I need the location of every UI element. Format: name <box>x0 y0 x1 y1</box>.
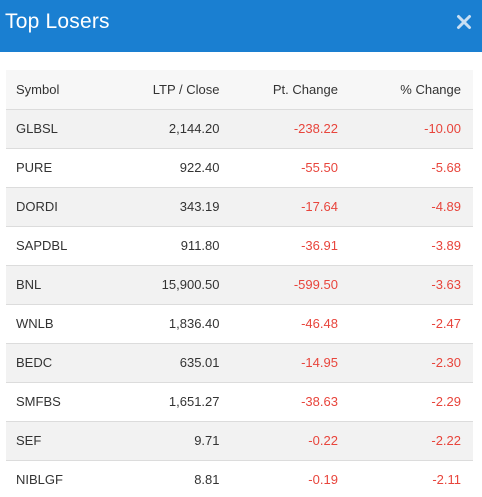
table-header-row: Symbol LTP / Close Pt. Change % Change <box>6 70 473 110</box>
cell-pt-change: -36.91 <box>301 238 338 253</box>
table-row[interactable]: BEDC 635.01 -14.95 -2.30 <box>6 343 473 382</box>
cell-ltp: 1,836.40 <box>168 316 220 331</box>
table-row[interactable]: SEF 9.71 -0.22 -2.22 <box>6 421 473 460</box>
modal-header: Top Losers <box>0 0 482 52</box>
cell-pt-change: -599.50 <box>293 277 338 292</box>
cell-pt-change: -0.19 <box>308 472 338 487</box>
cell-symbol[interactable]: DORDI <box>16 199 58 214</box>
cell-symbol[interactable]: SAPDBL <box>16 238 68 253</box>
header-ltp-close[interactable]: LTP / Close <box>107 70 220 110</box>
cell-pt-change: -55.50 <box>301 160 338 175</box>
cell-symbol[interactable]: BNL <box>16 277 42 292</box>
cell-pt-change: -0.22 <box>308 433 338 448</box>
cell-ltp: 911.80 <box>180 238 220 253</box>
table-row[interactable]: PURE 922.40 -55.50 -5.68 <box>6 148 473 187</box>
cell-ltp: 2,144.20 <box>168 121 220 136</box>
cell-pt-change: -17.64 <box>301 199 338 214</box>
table-row[interactable]: BNL 15,900.50 -599.50 -3.63 <box>6 265 473 304</box>
cell-pt-change: -46.48 <box>301 316 338 331</box>
modal-title: Top Losers <box>5 10 110 33</box>
cell-pct-change: -10.00 <box>424 121 461 136</box>
cell-ltp: 635.01 <box>179 355 220 370</box>
cell-pct-change: -2.29 <box>431 394 461 409</box>
cell-symbol[interactable]: SEF <box>16 433 42 448</box>
cell-ltp: 15,900.50 <box>161 277 220 292</box>
cell-pct-change: -3.63 <box>431 277 461 292</box>
cell-symbol[interactable]: NIBLGF <box>16 472 63 487</box>
table-row[interactable]: SMFBS 1,651.27 -38.63 -2.29 <box>6 382 473 421</box>
cell-ltp: 922.40 <box>179 160 220 175</box>
table-row[interactable]: DORDI 343.19 -17.64 -4.89 <box>6 187 473 226</box>
cell-pct-change: -4.89 <box>431 199 461 214</box>
header-pct-change[interactable]: % Change <box>337 70 473 110</box>
cell-ltp: 1,651.27 <box>168 394 220 409</box>
cell-ltp: 9.71 <box>194 433 220 448</box>
losers-table: Symbol LTP / Close Pt. Change % Change G… <box>6 70 473 497</box>
cell-pt-change: -238.22 <box>293 121 338 136</box>
table-row[interactable]: SAPDBL 911.80 -36.91 -3.89 <box>6 226 473 265</box>
cell-symbol[interactable]: GLBSL <box>16 121 58 136</box>
cell-pct-change: -2.22 <box>431 433 461 448</box>
table-row[interactable]: GLBSL 2,144.20 -238.22 -10.00 <box>6 109 473 148</box>
cell-symbol[interactable]: BEDC <box>16 355 53 370</box>
cell-pt-change: -38.63 <box>301 394 338 409</box>
cell-pct-change: -3.89 <box>431 238 461 253</box>
cell-pt-change: -14.95 <box>301 355 338 370</box>
losers-table-container: Symbol LTP / Close Pt. Change % Change G… <box>6 70 473 497</box>
cell-symbol[interactable]: SMFBS <box>16 394 61 409</box>
cell-symbol[interactable]: PURE <box>16 160 53 175</box>
table-row[interactable]: WNLB 1,836.40 -46.48 -2.47 <box>6 304 473 343</box>
header-symbol[interactable]: Symbol <box>6 70 108 110</box>
cell-ltp: 8.81 <box>194 472 220 487</box>
table-body: GLBSL 2,144.20 -238.22 -10.00 PURE 922.4… <box>6 109 473 497</box>
table-row[interactable]: NIBLGF 8.81 -0.19 -2.11 <box>6 460 473 497</box>
cell-pct-change: -2.47 <box>431 316 461 331</box>
header-pt-change[interactable]: Pt. Change <box>219 70 338 110</box>
cell-ltp: 343.19 <box>179 199 220 214</box>
cell-pct-change: -2.11 <box>432 472 461 487</box>
cell-symbol[interactable]: WNLB <box>16 316 54 331</box>
close-icon[interactable] <box>456 14 472 30</box>
cell-pct-change: -2.30 <box>431 355 461 370</box>
cell-pct-change: -5.68 <box>431 160 461 175</box>
